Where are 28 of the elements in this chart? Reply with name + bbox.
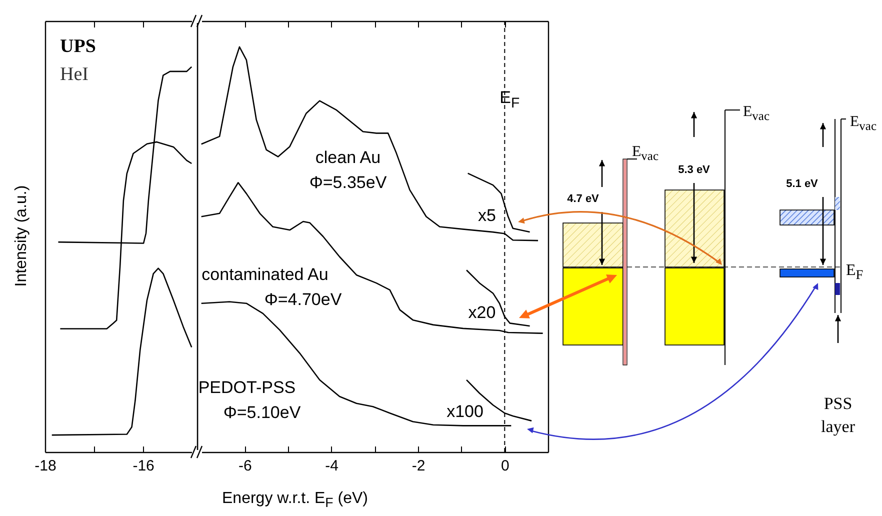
x-tick-label: -16 [132, 458, 154, 474]
x-axis-title: Energy w.r.t. E$_{F}$ (eV) [222, 490, 368, 510]
x-tick-label: -6 [238, 458, 252, 474]
ref-line-label: E$_{F}$ [500, 88, 520, 112]
x-tick-label: -4 [325, 458, 339, 474]
series-label: PEDOT-PSS [198, 378, 296, 398]
text: PSS layer [820, 393, 856, 438]
text: 4.7 eV [567, 193, 599, 205]
text: 5.3 eV [678, 164, 710, 176]
text: E$_{vac}$ [850, 114, 877, 134]
series-label: clean Au [315, 148, 381, 168]
text: 5.1 eV [786, 178, 818, 190]
text: UPS [60, 36, 96, 58]
y-axis-title: Intensity (a.u.) [13, 185, 31, 287]
text: E$_{vac}$ [743, 104, 770, 124]
x-tick-label: -18 [34, 458, 56, 474]
series-label: contaminated Au [202, 265, 328, 285]
text: E$_{F}$ [846, 262, 864, 284]
x-tick-label: 0 [500, 458, 510, 474]
x-tick-label: -2 [412, 458, 426, 474]
annotation: Φ=5.10eV [223, 403, 301, 423]
text: E$_{vac}$ [632, 144, 659, 164]
annotation: Φ=5.35eV [309, 173, 387, 193]
annotation: x100 [446, 402, 484, 422]
annotation: Φ=4.70eV [264, 290, 342, 310]
annotation: x5 [478, 206, 496, 226]
annotation: HeI [60, 64, 88, 86]
annotation: x20 [468, 303, 496, 323]
